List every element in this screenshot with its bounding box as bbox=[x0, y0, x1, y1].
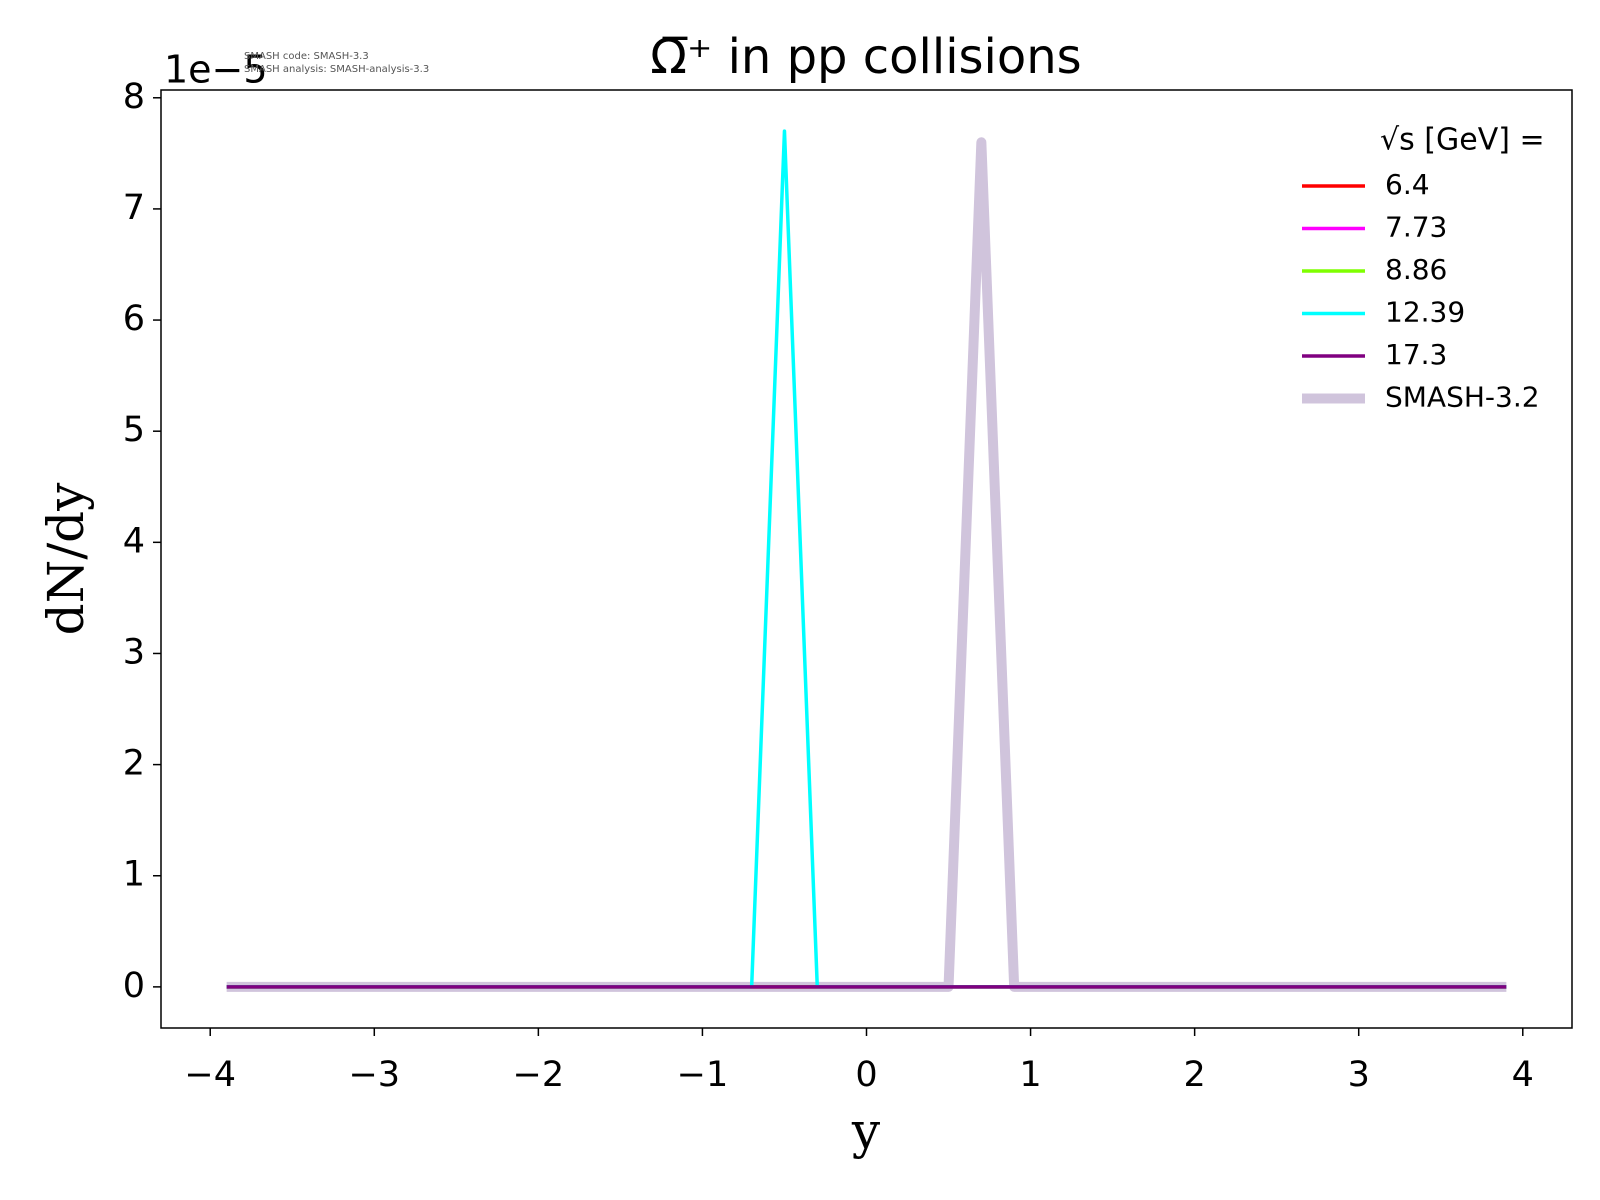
x-tick-label: −1 bbox=[677, 1055, 729, 1095]
legend-label: 6.4 bbox=[1385, 168, 1430, 201]
x-tick-label: 1 bbox=[1019, 1055, 1041, 1095]
y-tick-label: 4 bbox=[123, 521, 145, 561]
legend-label: SMASH-3.2 bbox=[1385, 381, 1540, 414]
x-axis-label: y bbox=[851, 1102, 881, 1160]
legend-label: 12.39 bbox=[1385, 296, 1465, 329]
plot-frame bbox=[160, 89, 1573, 1029]
y-axis-label: dN/dy bbox=[37, 482, 95, 636]
legend-label: 7.73 bbox=[1385, 211, 1447, 244]
offset-label: 1e−5 bbox=[164, 48, 268, 92]
y-tick-label: 0 bbox=[123, 966, 145, 1006]
y-tick-label: 2 bbox=[123, 744, 145, 784]
y-tick-label: 1 bbox=[123, 855, 145, 895]
x-tick-label: 2 bbox=[1183, 1055, 1205, 1095]
y-tick-label: 3 bbox=[123, 632, 145, 672]
legend-title: √s [GeV] = bbox=[1380, 123, 1545, 158]
y-tick-label: 5 bbox=[123, 410, 145, 450]
x-tick-label: −2 bbox=[513, 1055, 565, 1095]
annotation: SMASH code: SMASH-3.3 bbox=[244, 51, 369, 62]
x-tick-label: 0 bbox=[855, 1055, 877, 1095]
x-tick-label: 4 bbox=[1512, 1055, 1534, 1095]
annotation: SMASH analysis: SMASH-analysis-3.3 bbox=[244, 64, 429, 75]
x-tick-label: 3 bbox=[1348, 1055, 1370, 1095]
series-line bbox=[226, 129, 1507, 989]
chart-title: Ω̅⁺ in pp collisions bbox=[650, 29, 1081, 85]
series-line bbox=[226, 137, 1507, 992]
y-tick-label: 6 bbox=[123, 299, 145, 339]
legend-label: 8.86 bbox=[1385, 253, 1447, 286]
x-tick-label: −4 bbox=[184, 1055, 236, 1095]
y-tick-label: 8 bbox=[123, 77, 145, 117]
legend-label: 17.3 bbox=[1385, 338, 1447, 371]
y-tick-label: 7 bbox=[123, 188, 145, 228]
x-tick-label: −3 bbox=[348, 1055, 400, 1095]
